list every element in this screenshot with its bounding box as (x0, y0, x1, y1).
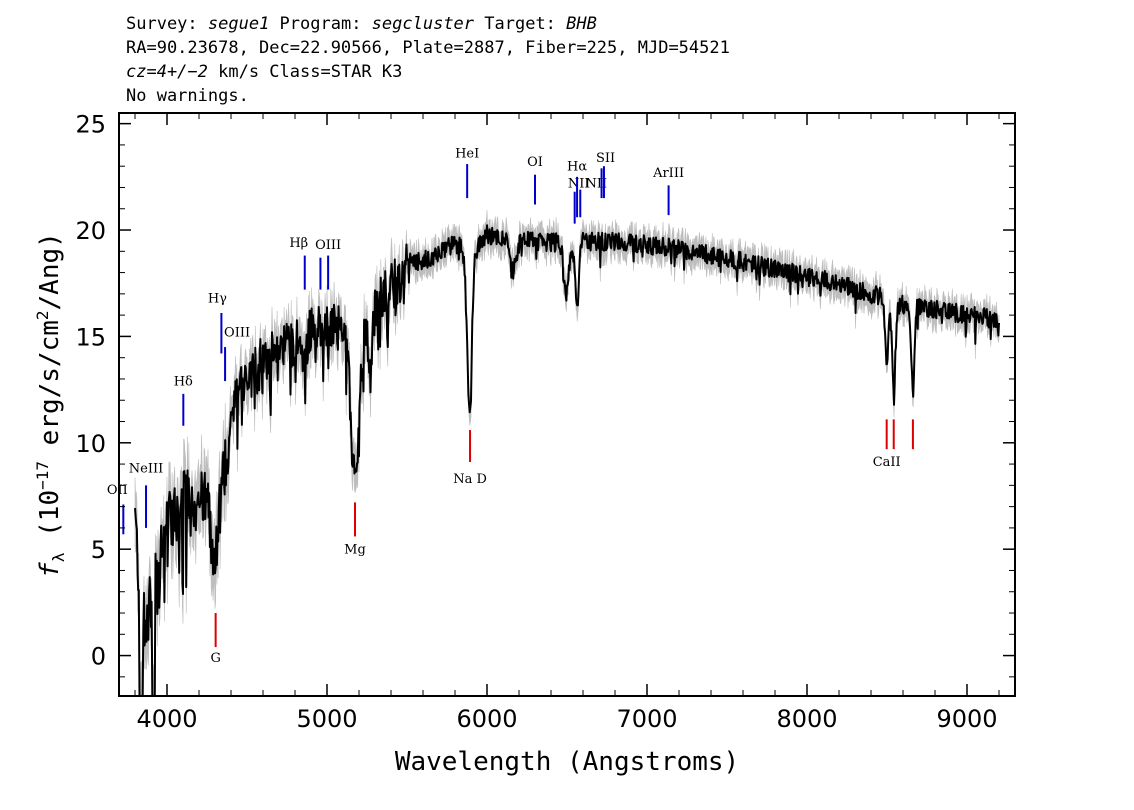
y-axis-exponent: −17 (33, 461, 52, 490)
y-tick-label: 0 (91, 643, 106, 671)
error-band (134, 210, 1000, 696)
x-tick-label: 9000 (936, 705, 997, 733)
y-axis-symbol: f (35, 562, 65, 578)
plot-frame (118, 112, 1016, 697)
emission-line-label: Hγ (208, 291, 227, 306)
spectrum-layer (134, 224, 1000, 696)
emission-line-label: Hα (567, 159, 587, 174)
y-axis-units-2: erg/s/cm (35, 320, 65, 461)
emission-line-label: OIII (315, 238, 341, 253)
emission-line-label: OIII (224, 325, 250, 340)
survey-line: Survey: segue1 Program: segcluster Targe… (126, 12, 730, 36)
emission-line-label: OI (527, 155, 543, 170)
spectrum-line (134, 224, 1000, 696)
absorption-line-label: CaII (873, 455, 901, 470)
target-label: Target: (474, 14, 567, 34)
survey-value: segue1 (207, 14, 270, 34)
y-tick-label: 5 (91, 536, 106, 564)
emission-line-label: ArIII (652, 166, 684, 181)
x-tick-label: 8000 (776, 705, 837, 733)
ticks-layer: 4000 5000 6000 7000 8000 9000 0 5 10 15 20 25 (75, 111, 1015, 733)
y-axis-exponent-2: 2 (33, 310, 52, 320)
y-axis-units-3: /Ang) (35, 232, 65, 310)
emission-line-label: NeIII (129, 462, 163, 477)
x-axis-title: Wavelength (Angstroms) (395, 747, 739, 777)
class-text: km/s Class=STAR K3 (207, 62, 403, 82)
y-tick-label: 20 (75, 217, 106, 245)
emission-line-label: Hβ (289, 236, 308, 251)
program-label: Program: (269, 14, 372, 34)
absorption-line-label: Na D (453, 472, 487, 487)
x-tick-label: 7000 (616, 705, 677, 733)
survey-label: Survey: (126, 14, 208, 34)
coords-line: RA=90.23678, Dec=22.90566, Plate=2887, F… (126, 38, 730, 58)
y-tick-label: 25 (75, 111, 106, 139)
x-tick-label: 6000 (456, 705, 517, 733)
absorption-line-label: G (210, 651, 220, 666)
emission-line-label: OII (107, 483, 128, 498)
emission-line-label: SII (596, 151, 615, 166)
spectrum-header: Survey: segue1 Program: segcluster Targe… (126, 12, 730, 108)
x-tick-label: 4000 (136, 705, 197, 733)
target-value: BHB (566, 14, 597, 34)
y-axis-subscript: λ (49, 552, 68, 562)
y-axis-units-1: (10 (35, 490, 65, 553)
x-tick-label: 5000 (296, 705, 357, 733)
y-tick-label: 15 (75, 323, 106, 351)
absorption-line-label: Mg (344, 542, 366, 557)
program-value: segcluster (371, 14, 475, 34)
emission-line-label: Hδ (174, 374, 193, 389)
y-tick-label: 10 (75, 430, 106, 458)
cz-value: cz=4+/−2 (126, 62, 208, 82)
redshift-line: cz=4+/−2 km/s Class=STAR K3 (126, 60, 730, 84)
emission-line-label: HeI (455, 147, 479, 162)
emission-line-label: NII (568, 176, 590, 191)
error-band-layer (134, 210, 1000, 696)
y-axis-title: fλ (10−17 erg/s/cm2/Ang) (33, 232, 68, 578)
warnings-line: No warnings. (126, 86, 249, 106)
